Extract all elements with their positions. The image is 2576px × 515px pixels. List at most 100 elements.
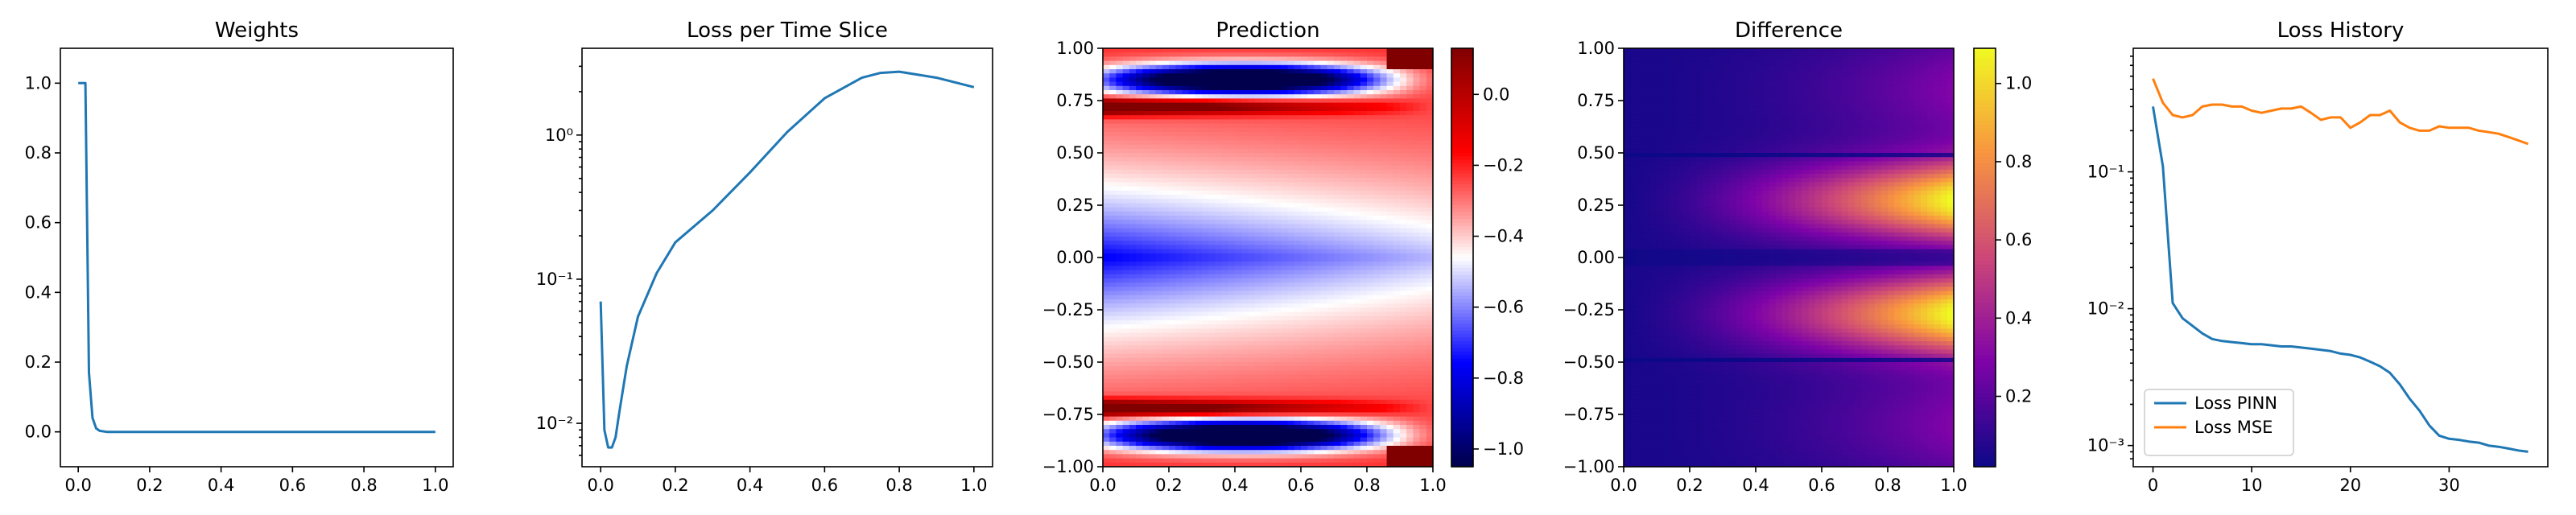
heatmap-cell — [1215, 290, 1223, 296]
heatmap-cell — [1155, 341, 1163, 346]
heatmap-cell — [1393, 119, 1401, 125]
heatmap-cell — [1347, 165, 1355, 171]
heatmap-cell — [1261, 395, 1269, 401]
heatmap-cell — [1274, 127, 1282, 133]
heatmap-cell — [1116, 458, 1124, 464]
heatmap-cell — [1182, 186, 1190, 192]
heatmap-cell — [1274, 332, 1282, 338]
heatmap-cell — [1287, 190, 1295, 196]
heatmap-cell — [1400, 94, 1407, 99]
heatmap-cell — [1393, 303, 1401, 308]
heatmap-cell — [1400, 69, 1407, 74]
heatmap-cell — [1274, 315, 1282, 321]
heatmap-cell — [1202, 144, 1209, 150]
heatmap-cell — [1327, 353, 1335, 359]
heatmap-cell — [1129, 454, 1137, 459]
heatmap-cell — [1221, 437, 1229, 443]
heatmap-cell — [1221, 328, 1229, 334]
heatmap-cell — [1281, 366, 1289, 371]
heatmap-cell — [1129, 140, 1137, 146]
heatmap-cell — [1116, 408, 1124, 413]
heatmap-cell — [1340, 270, 1348, 275]
heatmap-cell — [1195, 224, 1203, 229]
heatmap-cell — [1169, 383, 1176, 388]
plot-frame — [581, 47, 993, 468]
heatmap-cell — [1419, 349, 1427, 355]
heatmap-cell — [1400, 207, 1407, 212]
heatmap-cell — [1142, 383, 1150, 388]
heatmap-cell — [1281, 169, 1289, 175]
heatmap-cell — [1221, 224, 1229, 229]
heatmap-cell — [1155, 332, 1163, 338]
heatmap-cell — [1406, 341, 1414, 346]
heatmap-cell — [1103, 362, 1110, 367]
heatmap-cell — [1149, 178, 1157, 183]
heatmap-cell — [1400, 195, 1407, 200]
heatmap-cell — [1235, 307, 1242, 313]
heatmap-cell — [1188, 224, 1196, 229]
heatmap-cell — [1149, 315, 1157, 321]
heatmap-cell — [1103, 190, 1110, 196]
heatmap-cell — [1353, 429, 1361, 434]
heatmap-cell — [1162, 157, 1170, 162]
heatmap-cell — [1334, 433, 1341, 439]
heatmap-cell — [1155, 60, 1163, 66]
heatmap-cell — [1155, 446, 1163, 451]
heatmap-cell — [1221, 60, 1229, 66]
heatmap-cell — [1109, 140, 1117, 146]
heatmap-cell — [1208, 195, 1216, 200]
heatmap-cell — [1268, 169, 1275, 175]
heatmap-cell — [1182, 241, 1190, 245]
heatmap-cell — [1208, 378, 1216, 384]
heatmap-cell — [1400, 132, 1407, 137]
heatmap-cell — [1202, 311, 1209, 317]
heatmap-cell — [1182, 148, 1190, 154]
heatmap-cell — [1373, 441, 1381, 447]
heatmap-cell — [1386, 174, 1394, 179]
heatmap-cell — [1400, 278, 1407, 283]
heatmap-cell — [1202, 378, 1209, 384]
heatmap-cell — [1202, 437, 1209, 443]
heatmap-cell — [1136, 336, 1143, 342]
heatmap-cell — [1142, 111, 1150, 116]
heatmap-cell — [1281, 433, 1289, 439]
heatmap-cell — [1406, 232, 1414, 237]
heatmap-cell — [1169, 458, 1176, 464]
heatmap-cell — [1136, 307, 1143, 313]
heatmap-cell — [1109, 399, 1117, 405]
heatmap-cell — [1419, 132, 1427, 137]
heatmap-cell — [1221, 64, 1229, 70]
heatmap-cell — [1228, 144, 1236, 150]
heatmap-cell — [1241, 144, 1249, 150]
heatmap-cell — [1347, 241, 1355, 245]
heatmap-cell — [1307, 241, 1315, 245]
heatmap-cell — [1241, 336, 1249, 342]
heatmap-cell — [1241, 303, 1249, 308]
heatmap-cell — [1241, 90, 1249, 95]
heatmap-cell — [1248, 136, 1256, 141]
heatmap-cell — [1175, 412, 1183, 418]
heatmap-cell — [1261, 391, 1269, 397]
heatmap-cell — [1235, 357, 1242, 363]
heatmap-cell — [1182, 85, 1190, 91]
heatmap-cell — [1367, 446, 1374, 451]
heatmap-cell — [1129, 186, 1137, 192]
heatmap-cell — [1103, 253, 1110, 258]
heatmap-cell — [1386, 90, 1394, 95]
heatmap-cell — [1347, 299, 1355, 304]
heatmap-cell — [1393, 341, 1401, 346]
heatmap-cell — [1149, 299, 1157, 304]
heatmap-cell — [1386, 441, 1394, 447]
heatmap-cell — [1202, 169, 1209, 175]
heatmap-cell — [1162, 420, 1170, 426]
heatmap-cell — [1334, 278, 1341, 283]
heatmap-cell — [1406, 56, 1414, 62]
heatmap-cell — [1241, 399, 1249, 405]
heatmap-cell — [1248, 245, 1256, 250]
heatmap-cell — [1380, 237, 1388, 241]
heatmap-cell — [1235, 237, 1242, 241]
heatmap-cell — [1406, 60, 1414, 66]
heatmap-cell — [1155, 132, 1163, 137]
heatmap-cell — [1162, 207, 1170, 212]
heatmap-cell — [1380, 341, 1388, 346]
